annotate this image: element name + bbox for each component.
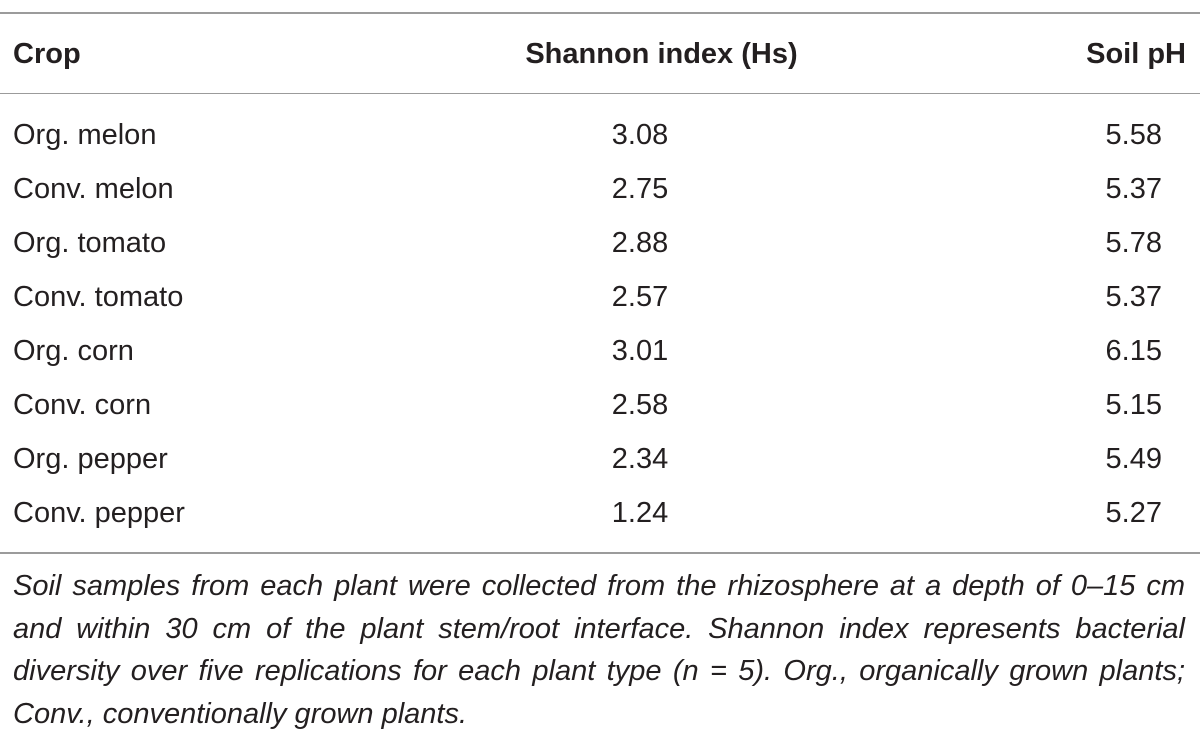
cell-crop: Org. pepper — [13, 443, 168, 475]
cell-shannon: 2.58 — [611, 389, 669, 421]
cell-ph: 5.15 — [1105, 389, 1162, 421]
header-shannon-index: Shannon index (Hs) — [525, 38, 798, 70]
table-row: Org. pepper 2.34 5.49 — [0, 432, 1200, 486]
cell-ph: 5.37 — [1105, 281, 1162, 313]
cell-crop: Org. tomato — [13, 227, 167, 259]
cell-ph: 5.37 — [1105, 173, 1162, 205]
cell-shannon: 2.88 — [611, 227, 669, 259]
table-row: Conv. pepper 1.24 5.27 — [0, 486, 1200, 540]
table-row: Org. melon 3.08 5.58 — [0, 108, 1200, 162]
table-footnote: Soil samples from each plant were collec… — [13, 570, 1185, 730]
bottom-rule — [0, 552, 1200, 554]
cell-crop: Conv. tomato — [13, 281, 184, 313]
cell-shannon: 2.75 — [611, 173, 669, 205]
cell-shannon: 1.24 — [611, 497, 669, 529]
cell-shannon: 3.08 — [611, 119, 669, 151]
top-rule — [0, 12, 1200, 14]
cell-ph: 6.15 — [1105, 335, 1162, 367]
header-soil-ph: Soil pH — [1086, 38, 1186, 70]
header-crop: Crop — [13, 38, 81, 70]
cell-ph: 5.27 — [1105, 497, 1162, 529]
cell-crop: Conv. corn — [13, 389, 152, 421]
cell-ph: 5.78 — [1105, 227, 1162, 259]
cell-crop: Org. corn — [13, 335, 134, 367]
table-row: Conv. tomato 2.57 5.37 — [0, 270, 1200, 324]
header-rule — [0, 93, 1200, 94]
cell-crop: Conv. pepper — [13, 497, 185, 529]
cell-crop: Conv. melon — [13, 173, 174, 205]
table-row: Org. corn 3.01 6.15 — [0, 324, 1200, 378]
cell-shannon: 3.01 — [611, 335, 669, 367]
cell-crop: Org. melon — [13, 119, 157, 151]
cell-shannon: 2.57 — [611, 281, 669, 313]
cell-ph: 5.49 — [1105, 443, 1162, 475]
cell-shannon: 2.34 — [611, 443, 669, 475]
table-row: Org. tomato 2.88 5.78 — [0, 216, 1200, 270]
table-row: Conv. melon 2.75 5.37 — [0, 162, 1200, 216]
table-row: Conv. corn 2.58 5.15 — [0, 378, 1200, 432]
cell-ph: 5.58 — [1105, 119, 1162, 151]
